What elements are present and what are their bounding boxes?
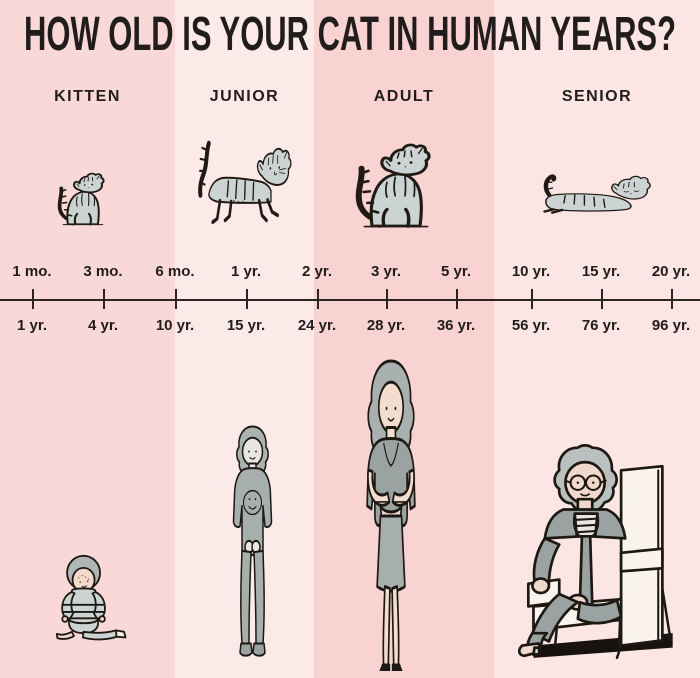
svg-text:HOW OLD IS YOUR CAT IN HUMAN Y: HOW OLD IS YOUR CAT IN HUMAN YEARS? (24, 8, 676, 60)
